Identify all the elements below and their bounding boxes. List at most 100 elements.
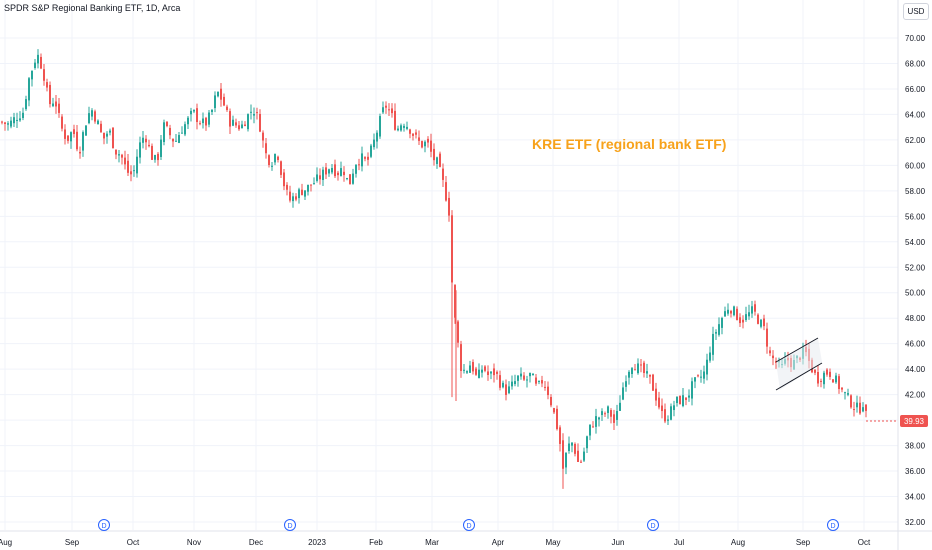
- candle-body: [115, 149, 117, 155]
- candle-body: [607, 406, 609, 413]
- candle-body: [418, 137, 420, 141]
- candle-body: [403, 125, 405, 128]
- candle-body: [181, 132, 183, 134]
- candle-body: [634, 369, 636, 371]
- candle-body: [751, 306, 753, 314]
- y-tick-label: 64.00: [905, 110, 926, 119]
- candle-body: [436, 157, 438, 164]
- x-tick-label: Dec: [249, 538, 263, 547]
- candle-body: [829, 371, 831, 377]
- candle-body: [112, 127, 114, 149]
- candle-body: [124, 157, 126, 165]
- candle-body: [133, 170, 135, 172]
- y-tick-label: 42.00: [905, 391, 926, 400]
- candle-body: [151, 145, 153, 160]
- candle-body: [631, 368, 633, 375]
- candle-body: [862, 407, 864, 412]
- candle-body: [358, 164, 360, 166]
- candle-body: [736, 308, 738, 321]
- candle-body: [157, 153, 159, 161]
- candle-body: [469, 365, 471, 373]
- candle-body: [466, 371, 468, 373]
- candle-body: [763, 318, 765, 327]
- candle-body: [613, 414, 615, 423]
- candle-body: [253, 113, 255, 116]
- candle-body: [541, 380, 543, 384]
- candle-body: [7, 123, 9, 125]
- candle-body: [232, 119, 234, 126]
- candle-body: [595, 416, 597, 427]
- candle-body: [655, 388, 657, 401]
- candle-body: [742, 319, 744, 323]
- candle-body: [184, 124, 186, 135]
- candle-body: [64, 129, 66, 139]
- candle-body: [715, 332, 717, 334]
- candle-body: [724, 311, 726, 317]
- candle-body: [832, 379, 834, 383]
- candle-body: [421, 141, 423, 148]
- candle-body: [850, 395, 852, 408]
- candle-body: [430, 140, 432, 152]
- candle-body: [691, 381, 693, 399]
- candle-body: [313, 183, 315, 185]
- candle-body: [301, 189, 303, 195]
- candle-body: [697, 375, 699, 377]
- candle-body: [349, 174, 351, 185]
- candle-body: [496, 371, 498, 374]
- candle-body: [394, 110, 396, 130]
- candle-body: [454, 285, 456, 318]
- candle-body: [1, 121, 3, 123]
- candle-body: [535, 377, 537, 384]
- candle-body: [745, 314, 747, 320]
- candle-body: [739, 317, 741, 324]
- candle-body: [100, 123, 102, 133]
- candle-body: [592, 426, 594, 428]
- candle-body: [568, 443, 570, 452]
- candle-body: [55, 101, 57, 107]
- candle-body: [823, 372, 825, 385]
- candle-body: [85, 125, 87, 136]
- candle-body: [676, 396, 678, 404]
- candle-body: [238, 125, 240, 130]
- candle-body: [427, 138, 429, 143]
- candle-body: [439, 153, 441, 167]
- candle-body: [622, 387, 624, 400]
- candle-body: [268, 155, 270, 166]
- currency-label[interactable]: USD: [903, 3, 929, 20]
- candle-body: [532, 373, 534, 376]
- candlestick-series: [1, 49, 867, 489]
- candle-body: [766, 328, 768, 347]
- candle-body: [70, 132, 72, 142]
- x-tick-label: 2023: [308, 538, 326, 547]
- y-tick-label: 44.00: [905, 365, 926, 374]
- dividend-marker-icon: [284, 519, 296, 531]
- candle-body: [376, 132, 378, 142]
- candle-body: [121, 154, 123, 158]
- candle-body: [388, 109, 390, 111]
- candle-body: [346, 178, 348, 180]
- x-tick-label: Nov: [187, 538, 201, 547]
- candle-body: [580, 461, 582, 463]
- candle-body: [295, 196, 297, 200]
- candle-body: [688, 395, 690, 398]
- candle-body: [283, 172, 285, 187]
- candle-body: [853, 409, 855, 411]
- candle-body: [730, 311, 732, 314]
- candle-body: [382, 107, 384, 113]
- candle-body: [523, 375, 525, 380]
- price-axis: 70.00 68.00 66.00 64.00 62.00 60.00 58.00 56.00…: [897, 0, 926, 550]
- candle-body: [325, 167, 327, 175]
- candle-body: [355, 164, 357, 174]
- candle-body: [178, 135, 180, 143]
- candle-body: [589, 424, 591, 436]
- candle-body: [424, 141, 426, 147]
- chart-annotation: KRE ETF (regional bank ETF): [532, 136, 727, 152]
- candle-body: [91, 110, 93, 117]
- candle-body: [475, 368, 477, 375]
- candle-body: [754, 304, 756, 312]
- candle-body: [667, 419, 669, 421]
- x-tick-label: Mar: [425, 538, 439, 547]
- y-tick-label: 38.00: [905, 442, 926, 451]
